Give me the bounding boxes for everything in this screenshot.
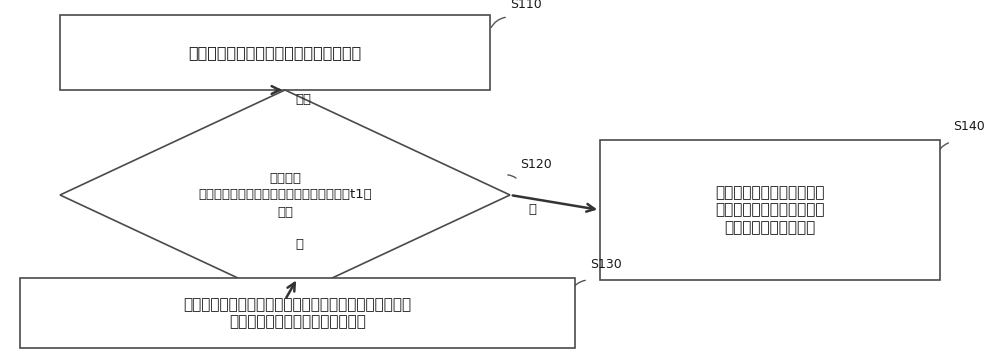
Text: 进入旁通化霜，并在满足旁
通化霜退出条件时，退出化
霜，进入正常制热模式: 进入旁通化霜，并在满足旁 通化霜退出条件时，退出化 霜，进入正常制热模式 — [715, 185, 825, 235]
Text: S120: S120 — [520, 158, 552, 171]
Text: 是: 是 — [295, 238, 303, 251]
Text: 实时侦测热泵系统是否满足进入化霜条件: 实时侦测热泵系统是否满足进入化霜条件 — [188, 45, 362, 60]
Bar — [600, 140, 940, 280]
Polygon shape — [60, 90, 510, 300]
Text: 满足: 满足 — [295, 93, 311, 106]
Text: 否: 否 — [528, 203, 536, 216]
Bar — [60, 15, 490, 90]
Text: S130: S130 — [590, 258, 622, 271]
Text: 上一化霜
周期的化霜是否因化霜的运行持续时间大于t1而
退出: 上一化霜 周期的化霜是否因化霜的运行持续时间大于t1而 退出 — [198, 171, 372, 218]
Text: S110: S110 — [510, 0, 542, 11]
Text: 进入四通阀换向化霜，并在满足四通阀换向化霜退出条件
时，退出化霜，进入正常制热模式: 进入四通阀换向化霜，并在满足四通阀换向化霜退出条件 时，退出化霜，进入正常制热模… — [183, 297, 412, 329]
Bar — [20, 278, 575, 348]
Text: S140: S140 — [953, 120, 985, 133]
